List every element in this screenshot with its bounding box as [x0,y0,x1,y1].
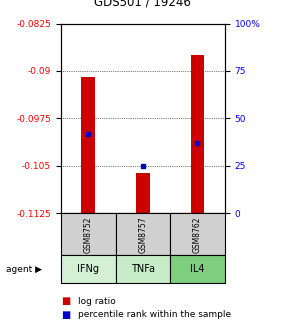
Text: GDS501 / 19246: GDS501 / 19246 [94,0,191,8]
Bar [191,55,204,213]
Text: percentile rank within the sample: percentile rank within the sample [78,310,231,319]
Text: agent ▶: agent ▶ [6,265,42,274]
Text: ■: ■ [61,296,70,306]
Text: GSM8752: GSM8752 [84,216,93,253]
Bar [136,173,150,213]
Text: ■: ■ [61,310,70,320]
Bar [81,77,95,213]
Text: IFNg: IFNg [77,264,99,274]
Text: GSM8762: GSM8762 [193,216,202,253]
Text: TNFa: TNFa [131,264,155,274]
Text: log ratio: log ratio [78,297,116,306]
Text: IL4: IL4 [190,264,205,274]
Text: GSM8757: GSM8757 [138,216,147,253]
